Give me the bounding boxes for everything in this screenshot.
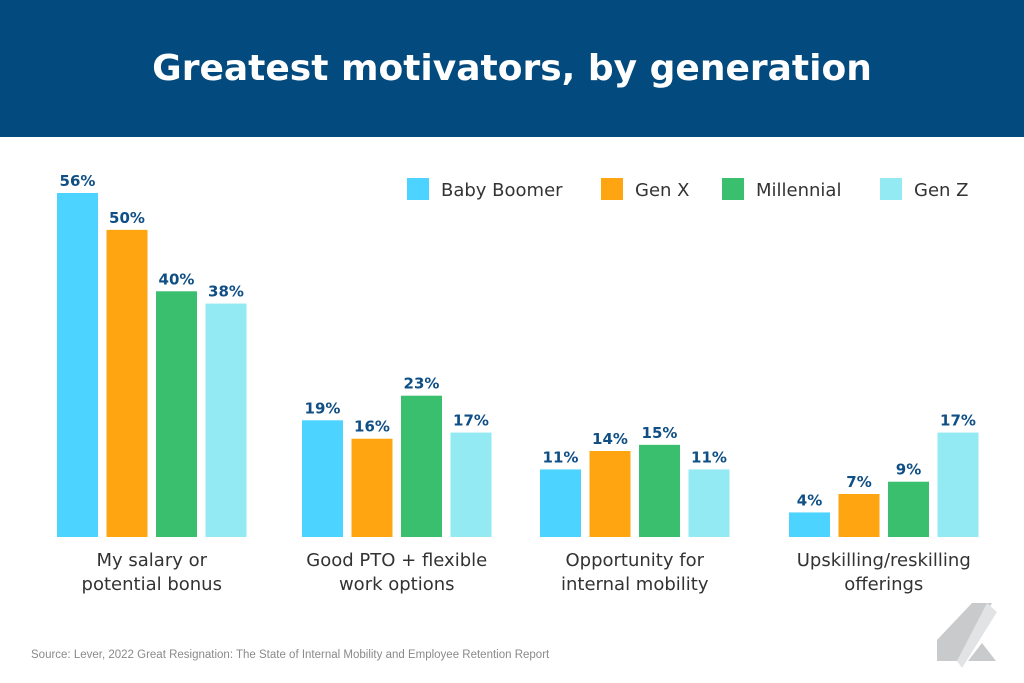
bar: [589, 451, 631, 537]
legend-label: Millennial: [756, 180, 841, 201]
bar: [106, 229, 148, 537]
legend-label: Gen X: [635, 180, 689, 201]
category-label: potential bonus: [82, 574, 222, 595]
legend-label: Baby Boomer: [441, 180, 563, 201]
data-label: 11%: [691, 448, 727, 466]
legend-swatch: [407, 178, 429, 200]
data-label: 17%: [453, 412, 489, 430]
bar: [302, 420, 343, 537]
bar: [789, 512, 830, 537]
category-label: Opportunity for: [566, 550, 705, 571]
legend-label: Gen Z: [914, 180, 968, 201]
bar: [205, 303, 247, 537]
bar: [540, 469, 581, 537]
data-label: 50%: [109, 209, 145, 227]
bar: [937, 432, 979, 537]
bar: [450, 432, 492, 537]
data-label: 38%: [208, 283, 244, 301]
category-label: My salary or: [96, 550, 207, 571]
legend-swatch: [601, 178, 623, 200]
bar: [838, 494, 880, 537]
data-label: 14%: [592, 430, 628, 448]
bar: [888, 481, 929, 537]
data-label: 7%: [846, 473, 871, 491]
legend-swatch: [880, 178, 902, 200]
bar: [156, 291, 197, 537]
bar: [688, 469, 730, 537]
data-label: 11%: [543, 448, 579, 466]
header-banner: Greatest motivators, by generation: [0, 0, 1024, 137]
legend-swatch: [722, 178, 744, 200]
bar: [401, 395, 442, 537]
category-label: offerings: [844, 574, 923, 595]
data-label: 40%: [159, 270, 195, 288]
bar: [639, 444, 680, 537]
data-label: 56%: [60, 172, 96, 190]
bar: [351, 438, 393, 537]
category-label: Upskilling/reskilling: [797, 550, 971, 571]
chart-title: Greatest motivators, by generation: [152, 48, 872, 89]
data-label: 4%: [797, 491, 822, 509]
data-label: 17%: [940, 412, 976, 430]
data-label: 15%: [642, 424, 678, 442]
category-label: internal mobility: [561, 574, 709, 595]
data-label: 9%: [896, 461, 921, 479]
data-label: 23%: [404, 375, 440, 393]
category-label: work options: [339, 574, 455, 595]
data-label: 16%: [354, 418, 390, 436]
bar: [57, 193, 98, 537]
source-note: Source: Lever, 2022 Great Resignation: T…: [31, 649, 550, 661]
data-label: 19%: [305, 399, 341, 417]
category-label: Good PTO + flexible: [306, 550, 487, 571]
